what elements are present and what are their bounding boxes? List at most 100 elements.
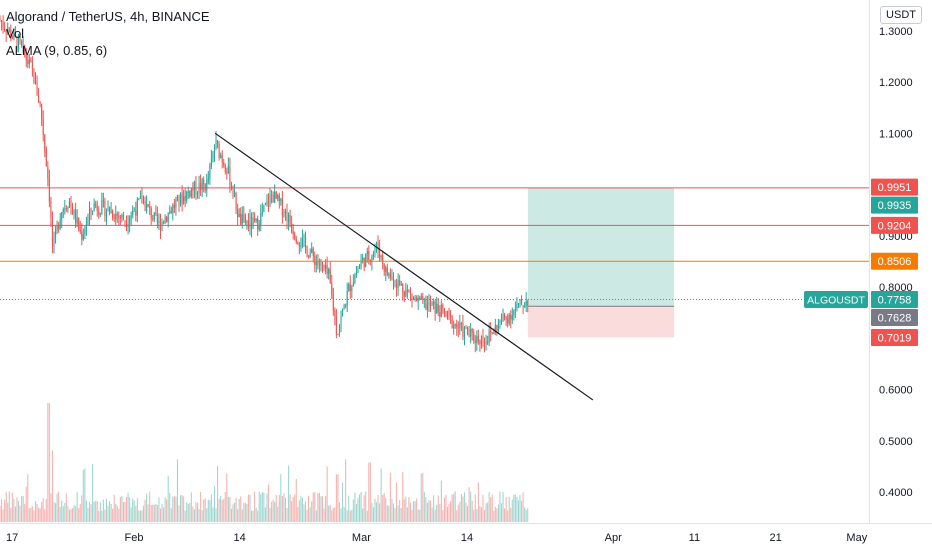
candle-body bbox=[163, 221, 165, 224]
volume-bar bbox=[485, 503, 487, 522]
candle-body bbox=[44, 134, 46, 150]
candle-body bbox=[78, 217, 80, 230]
volume-bar bbox=[115, 503, 117, 522]
target-zone[interactable] bbox=[527, 187, 675, 307]
volume-bar bbox=[497, 504, 499, 522]
candle-body bbox=[260, 212, 262, 227]
candle-body bbox=[312, 248, 314, 256]
volume-bar bbox=[470, 491, 472, 522]
candle-body bbox=[84, 229, 86, 234]
volume-bar bbox=[215, 508, 217, 522]
volume-label[interactable]: Vol bbox=[6, 26, 25, 41]
stop-zone[interactable] bbox=[527, 306, 675, 338]
volume-bar bbox=[67, 505, 69, 522]
candle-body bbox=[463, 327, 466, 337]
volume-bar bbox=[240, 496, 242, 522]
candle-body bbox=[266, 200, 268, 204]
candle-body bbox=[439, 312, 441, 317]
volume-bar bbox=[203, 499, 205, 522]
volume-bar bbox=[426, 502, 428, 522]
volume-bar bbox=[95, 500, 97, 522]
candle-body bbox=[525, 300, 527, 307]
candle-body bbox=[206, 180, 208, 191]
candle-body bbox=[237, 209, 239, 218]
volume-bar bbox=[306, 509, 308, 522]
volume-bar bbox=[440, 480, 442, 522]
candle-body bbox=[213, 148, 216, 154]
candle-body bbox=[203, 179, 205, 185]
candle-body bbox=[34, 79, 37, 84]
candle-body bbox=[244, 215, 246, 223]
volume-bar bbox=[292, 496, 294, 522]
candle-body bbox=[277, 195, 279, 199]
candle-body bbox=[90, 208, 92, 212]
candle-body bbox=[102, 200, 104, 202]
candle-body bbox=[331, 282, 333, 295]
candle-body bbox=[227, 165, 229, 173]
volume-bar bbox=[5, 491, 7, 522]
volume-bar bbox=[280, 474, 282, 522]
candle-body bbox=[252, 218, 254, 229]
volume-bar bbox=[47, 403, 49, 522]
volume-bar bbox=[189, 502, 191, 522]
volume-bar bbox=[127, 492, 129, 522]
candle-body bbox=[220, 155, 222, 158]
volume-bar bbox=[358, 494, 361, 522]
volume-bar bbox=[142, 505, 145, 522]
candle-body bbox=[135, 210, 137, 216]
volume-bar bbox=[118, 508, 120, 522]
candle-body bbox=[414, 297, 416, 299]
candle-body bbox=[295, 238, 297, 243]
volume-bar bbox=[38, 507, 40, 522]
volume-bar bbox=[372, 507, 374, 522]
volume-bar bbox=[457, 504, 459, 522]
candle-body bbox=[183, 196, 185, 204]
time-axis[interactable]: 17 Feb 14 Mar 14 Apr 11 21 May bbox=[6, 532, 868, 544]
volume-bar bbox=[413, 501, 415, 522]
trendline[interactable] bbox=[214, 132, 594, 401]
candle-body bbox=[110, 210, 112, 213]
volume-bar bbox=[374, 498, 376, 522]
candle-body bbox=[24, 44, 26, 55]
volume-bar bbox=[312, 492, 314, 522]
candle-body bbox=[112, 210, 114, 218]
volume-bar bbox=[132, 498, 134, 522]
candle-body bbox=[25, 54, 27, 61]
candle-body bbox=[56, 225, 58, 231]
candle-body bbox=[2, 22, 4, 28]
volume-bar bbox=[105, 499, 108, 522]
volume-bar bbox=[176, 459, 178, 522]
candle-body bbox=[36, 79, 38, 96]
candle-body bbox=[61, 212, 63, 220]
candle-body bbox=[201, 179, 203, 191]
volume-bar bbox=[209, 500, 211, 522]
candle-body bbox=[488, 330, 490, 343]
candle-body bbox=[315, 261, 317, 266]
symbol-title[interactable]: Algorand / TetherUS, 4h, BINANCE bbox=[6, 9, 210, 24]
candle-body bbox=[129, 218, 131, 225]
candle-body bbox=[417, 298, 419, 302]
candle-body bbox=[352, 282, 354, 287]
volume-bar bbox=[133, 500, 135, 522]
candle-body bbox=[363, 257, 365, 268]
indicator-label[interactable]: ALMA (9, 0.85, 6) bbox=[6, 43, 108, 58]
candle-body bbox=[286, 210, 288, 223]
volume-bar bbox=[301, 498, 303, 522]
candle-body bbox=[217, 140, 219, 145]
candle-body bbox=[281, 198, 283, 216]
volume-bar bbox=[170, 508, 172, 522]
candle-body bbox=[7, 31, 9, 34]
volume-bar bbox=[357, 497, 359, 522]
candle-body bbox=[443, 308, 445, 313]
candle-body bbox=[504, 314, 506, 318]
candle-body bbox=[476, 336, 478, 344]
candle-body bbox=[419, 298, 421, 300]
volume-bar bbox=[14, 506, 16, 522]
volume-bar bbox=[59, 506, 61, 522]
candle-body bbox=[400, 284, 402, 286]
price-badge-label: 0.8506 bbox=[878, 256, 912, 268]
symbol-badge[interactable] bbox=[804, 291, 868, 309]
candle-body bbox=[218, 144, 220, 158]
currency-scale-button[interactable]: USDT bbox=[880, 6, 922, 24]
